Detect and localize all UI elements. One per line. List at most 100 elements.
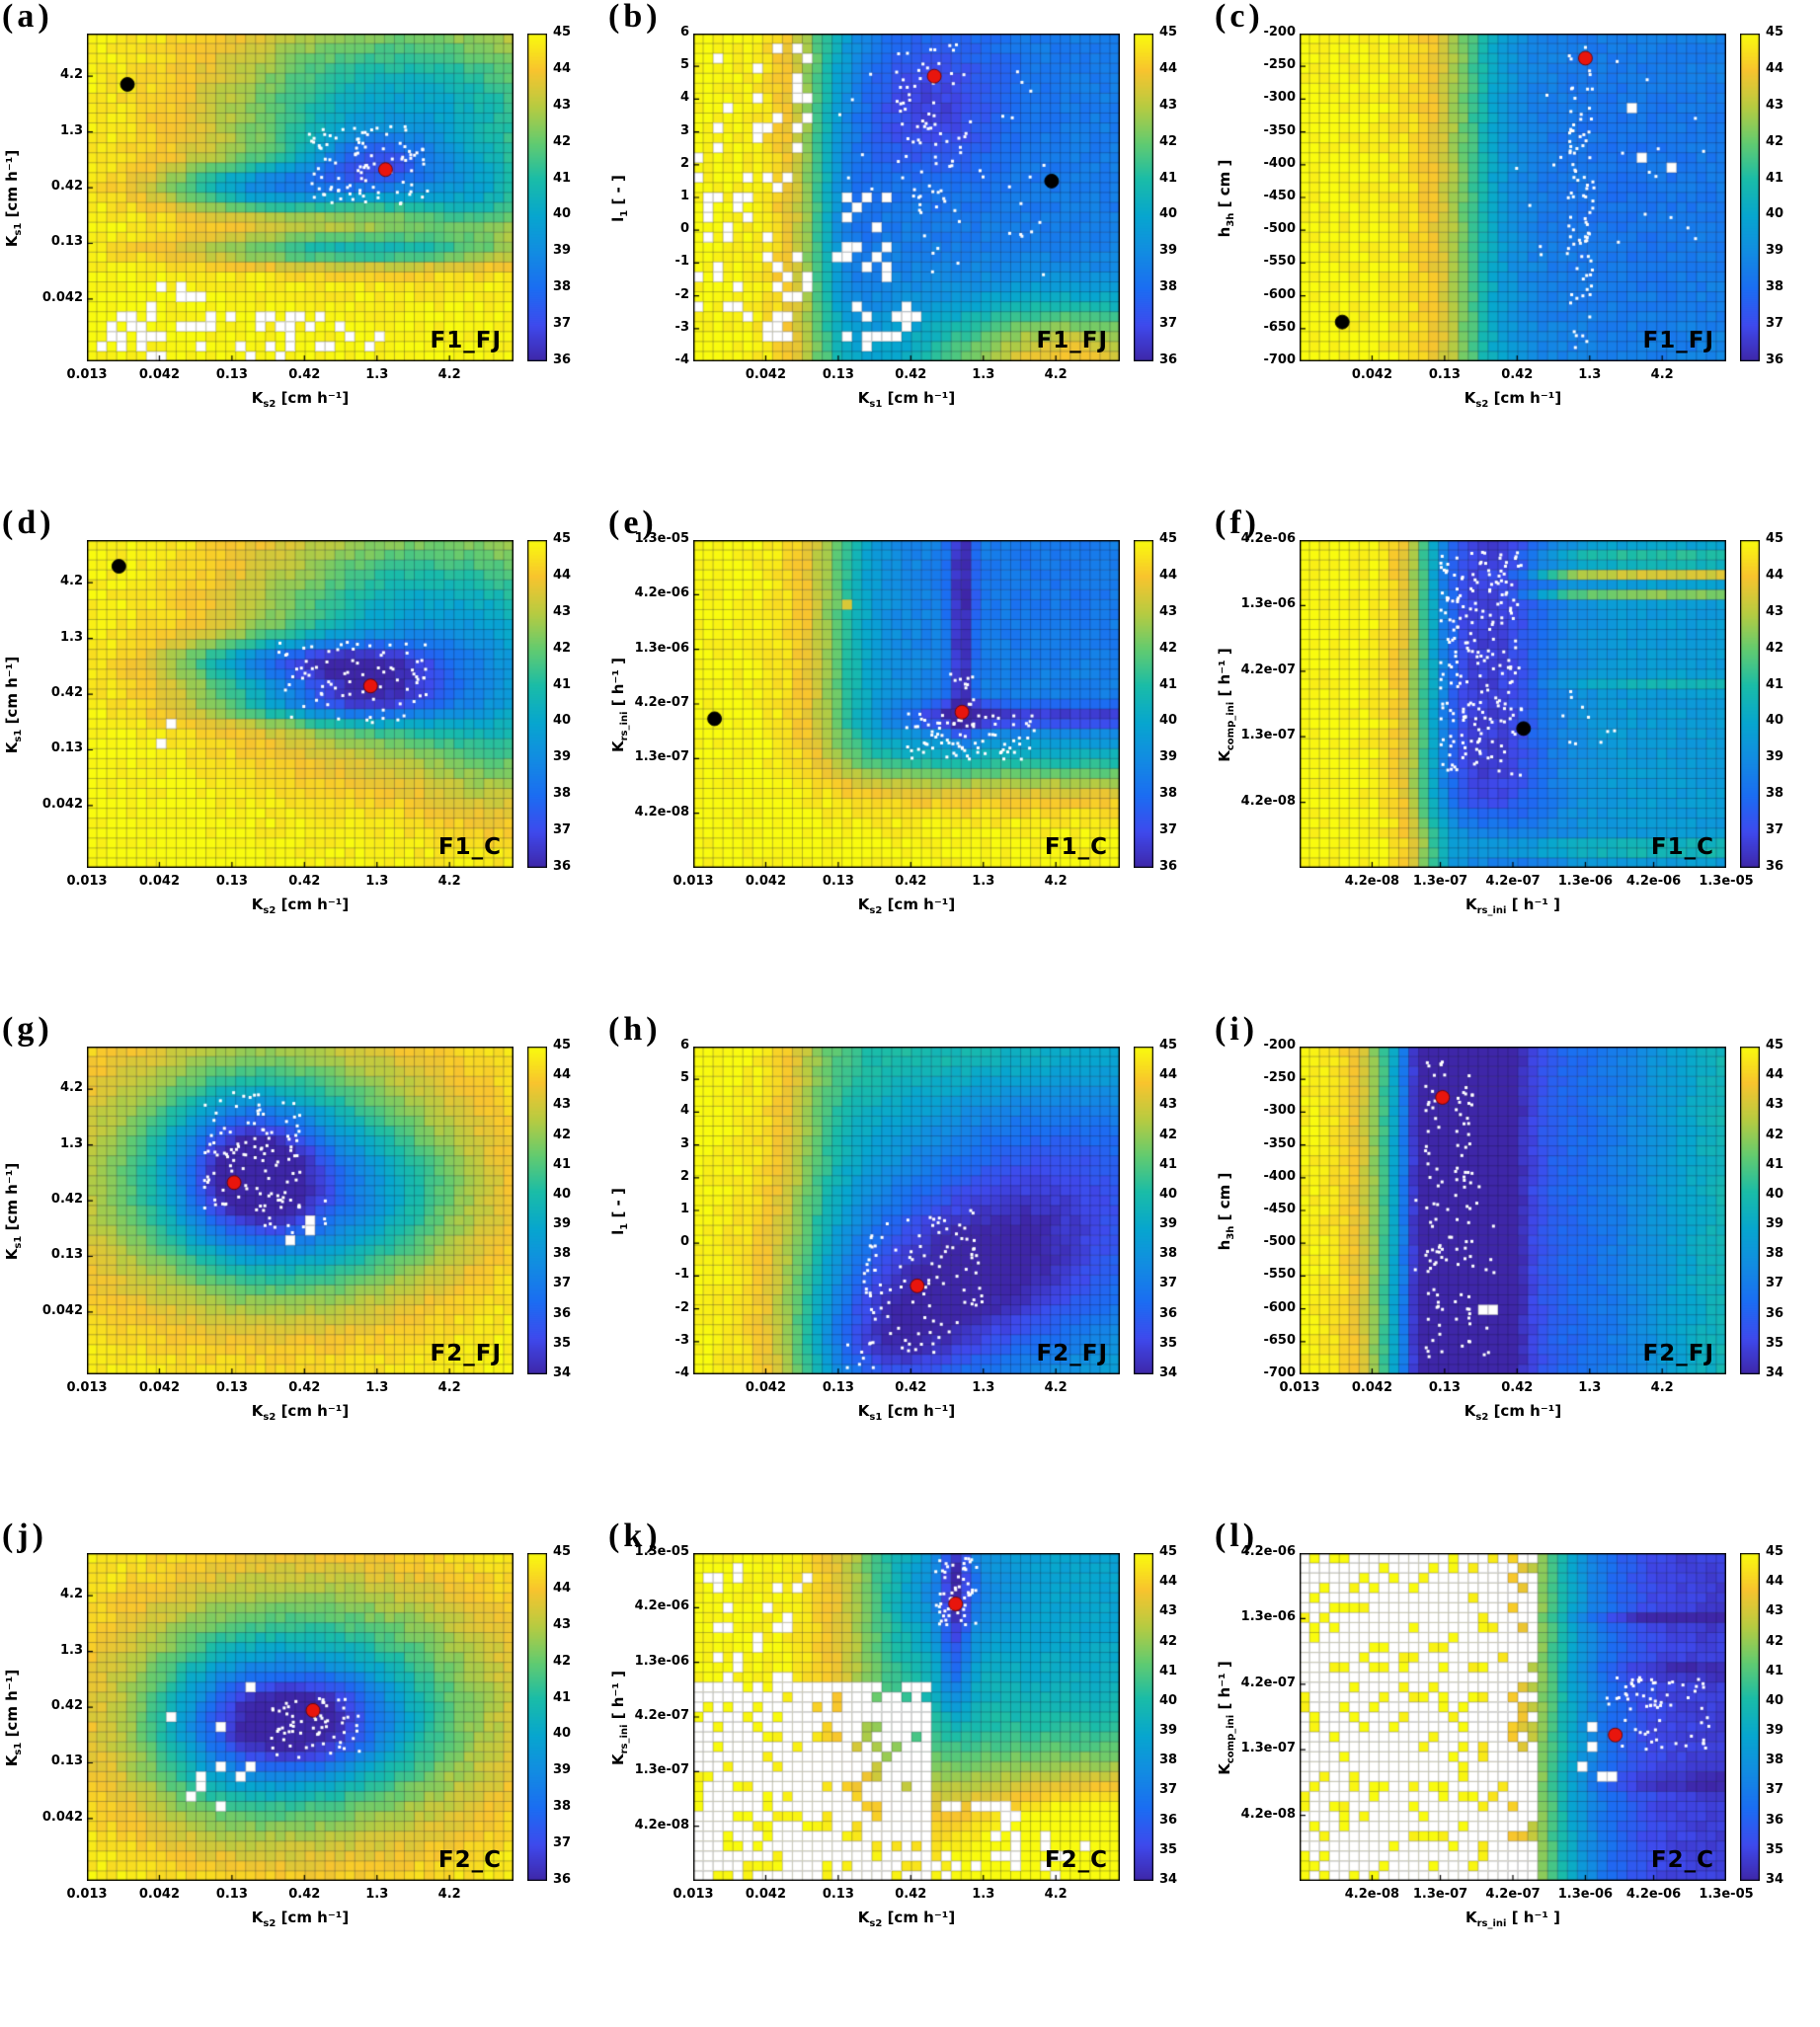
ytick-label: 1.3e-06 (634, 1653, 689, 1669)
ctick-label: 38 (1766, 1246, 1784, 1262)
x-axis-symbol: K (251, 1402, 264, 1420)
ctick-label: 40 (553, 206, 572, 222)
ctick-label: 35 (1159, 1335, 1178, 1351)
ytick-label: -4 (674, 1365, 689, 1380)
ctick-label: 39 (1159, 243, 1178, 259)
ctick-label: 37 (553, 316, 572, 332)
ytick-label: 1.3e-07 (1240, 728, 1296, 743)
x-axis-subscript: s2 (869, 905, 883, 916)
xtick-label: 0.13 (215, 1887, 248, 1902)
ctick-label: 43 (1159, 603, 1178, 619)
ytick-label: 0.042 (41, 1302, 83, 1318)
x-axis-symbol: K (857, 896, 870, 913)
y-axis-symbol: K (3, 1248, 21, 1261)
y-axis-symbol: K (3, 1754, 21, 1767)
xtick-label: 4.2 (1044, 874, 1068, 889)
ctick-label: 45 (553, 25, 572, 39)
ytick-label: 3 (679, 122, 689, 138)
x-axis-label: Ks1 [cm h⁻¹] (693, 389, 1120, 410)
y-axis-symbol: K (609, 741, 627, 753)
panel-letter-label: (b) (608, 0, 662, 35)
x-axis-label: Ks2 [cm h⁻¹] (87, 896, 514, 916)
ytick-label: -3 (674, 319, 689, 335)
ytick-label: 4.2e-07 (634, 1708, 689, 1723)
x-axis-symbol: K (857, 1909, 870, 1926)
ctick-label: 38 (553, 279, 572, 295)
xtick-label: 0.13 (822, 367, 854, 382)
y-axis-unit: [ h⁻¹ ] (609, 657, 627, 712)
x-axis-label: Ks2 [cm h⁻¹] (1300, 389, 1726, 410)
ytick-label: 4.2e-06 (1240, 1544, 1296, 1559)
heatmap-panel-j: (j) Ks1 [cm h⁻¹] F2_C Ks2 [cm h⁻¹] 0.013… (0, 1518, 606, 2026)
ytick-label: 1 (679, 1202, 689, 1216)
y-axis-unit: [ - ] (609, 1188, 627, 1223)
ytick-label: 1.3e-07 (634, 1762, 689, 1778)
xtick-label: 0.13 (215, 874, 248, 889)
y-axis-unit: [cm h⁻¹] (3, 1669, 21, 1743)
ytick-label: -300 (1263, 90, 1296, 106)
ytick-label: -2 (674, 286, 689, 302)
ctick-label: 42 (1766, 1127, 1784, 1142)
ytick-label: -1 (674, 1267, 689, 1283)
heatmap-panel-g: (g) Ks1 [cm h⁻¹] F2_FJ Ks2 [cm h⁻¹] 0.01… (0, 1011, 606, 1520)
ctick-label: 34 (1159, 1872, 1178, 1887)
heatmap-panel-l: (l) Kcomp_ini [ h⁻¹ ] F2_C Krs_ini [ h⁻¹… (1213, 1518, 1819, 2026)
panel-letter-label: (e) (608, 505, 658, 541)
ctick-label: 42 (553, 1653, 572, 1669)
heatmap-canvas (1300, 540, 1726, 868)
ctick-label: 41 (553, 676, 572, 692)
heatmap-canvas (87, 1553, 514, 1881)
x-axis-unit: [cm h⁻¹] (276, 389, 350, 407)
ctick-label: 45 (1766, 531, 1784, 546)
xtick-label: 1.3 (365, 874, 389, 889)
ctick-label: 34 (1159, 1365, 1178, 1380)
ytick-label: -650 (1263, 1332, 1296, 1348)
ctick-label: 41 (553, 1156, 572, 1172)
ctick-label: 40 (1766, 713, 1784, 729)
scenario-label: F2_FJ (430, 1341, 502, 1366)
ctick-label: 42 (1766, 640, 1784, 656)
ctick-label: 45 (1159, 531, 1178, 546)
xtick-label: 0.042 (745, 367, 786, 382)
heatmap-canvas (87, 34, 514, 361)
xtick-label: 0.13 (1428, 367, 1461, 382)
colorbar (527, 1047, 547, 1374)
x-axis-label: Ks1 [cm h⁻¹] (693, 1402, 1120, 1423)
x-axis-symbol: K (1464, 1909, 1477, 1926)
y-axis-subscript: 1 (619, 1222, 630, 1230)
x-axis-subscript: s2 (869, 1918, 883, 1929)
ytick-label: 4.2e-08 (1240, 793, 1296, 809)
panel-letter-label: (h) (608, 1011, 662, 1048)
ctick-label: 45 (553, 531, 572, 546)
ctick-label: 39 (553, 1762, 572, 1778)
heatmap-panel-b: (b) l1 [ - ] F1_FJ Ks1 [cm h⁻¹] 0.042 0.1… (606, 0, 1213, 507)
ctick-label: 39 (1159, 1723, 1178, 1739)
ytick-label: 4.2e-08 (634, 1817, 689, 1832)
ctick-label: 36 (1159, 1305, 1178, 1321)
ytick-label: 4.2 (59, 1080, 83, 1096)
ctick-label: 39 (553, 749, 572, 765)
heatmap-panel-i: (i) h3h [ cm ] F2_FJ Ks2 [cm h⁻¹] 0.013 0… (1213, 1011, 1819, 1520)
y-axis-unit: [cm h⁻¹] (3, 1162, 21, 1236)
ctick-label: 36 (1159, 1812, 1178, 1828)
y-axis-subscript: 1 (619, 209, 630, 217)
x-axis-unit: [cm h⁻¹] (882, 389, 956, 407)
xtick-label: 1.3e-07 (1412, 1887, 1468, 1902)
ctick-label: 34 (1766, 1365, 1784, 1380)
ctick-label: 36 (553, 1305, 572, 1321)
xtick-label: 4.2e-06 (1625, 874, 1682, 889)
ytick-label: 4.2e-08 (1240, 1806, 1296, 1822)
ytick-label: 0.42 (50, 179, 83, 195)
y-axis-unit: [ h⁻¹ ] (609, 1670, 627, 1725)
xtick-label: 0.042 (138, 1887, 180, 1902)
ctick-label: 45 (1766, 25, 1784, 39)
x-axis-subscript: s2 (263, 1412, 277, 1423)
ytick-label: -450 (1263, 189, 1296, 203)
ctick-label: 44 (1766, 1574, 1784, 1590)
xtick-label: 4.2 (437, 367, 461, 382)
x-axis-label: Ks2 [cm h⁻¹] (693, 1909, 1120, 1929)
ytick-label: 1.3e-06 (1240, 1609, 1296, 1625)
ytick-label: 4.2e-06 (634, 1598, 689, 1614)
ctick-label: 42 (553, 1127, 572, 1142)
